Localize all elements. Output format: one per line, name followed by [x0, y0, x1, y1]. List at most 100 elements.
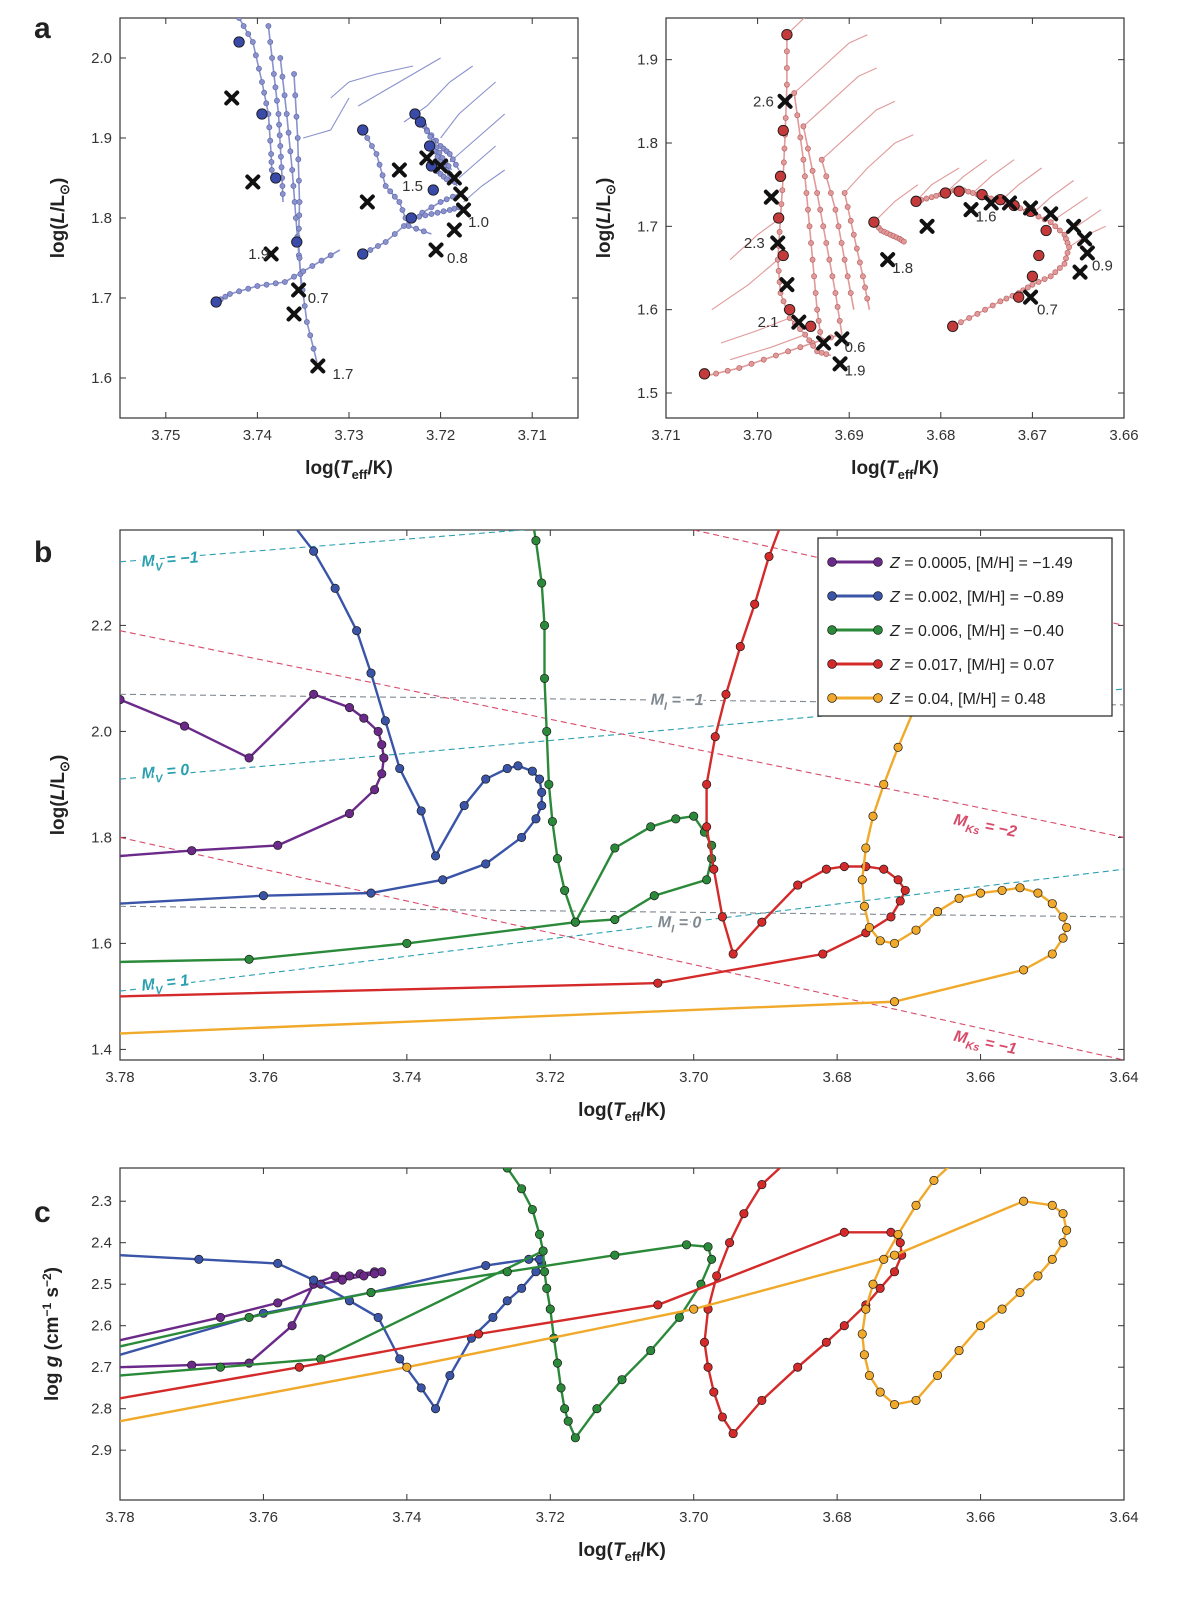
- legend-swatch-point: [873, 625, 883, 635]
- track-point: [829, 273, 836, 280]
- series-point: [954, 1346, 964, 1356]
- cross-marker: [263, 246, 279, 262]
- series-point: [517, 1184, 527, 1194]
- cross-marker: [763, 189, 779, 205]
- model-point: [774, 170, 787, 182]
- series-point: [725, 1238, 735, 1248]
- series-point: [547, 816, 557, 827]
- track-point: [287, 148, 294, 155]
- track-point: [446, 151, 453, 157]
- track-point: [780, 159, 787, 166]
- x-tick-label: 3.68: [926, 427, 955, 444]
- series-point: [244, 1312, 254, 1322]
- y-tick-label: 2.3: [91, 1193, 112, 1210]
- cross-stroke: [291, 282, 307, 298]
- cross-marker: [419, 150, 435, 166]
- track-point: [428, 204, 435, 211]
- track-point: [296, 177, 302, 184]
- series-point: [1058, 1238, 1068, 1248]
- x-tick-label: 3.74: [243, 427, 272, 444]
- cross-stroke: [224, 90, 240, 106]
- panel-label-c: c: [34, 1196, 51, 1229]
- plot-frame: [119, 1167, 1125, 1501]
- track-point: [278, 164, 285, 171]
- track-point: [422, 212, 429, 219]
- x-tick-label: 3.78: [105, 1509, 134, 1526]
- series-point: [879, 864, 889, 874]
- series-point: [997, 1304, 1007, 1314]
- track-point: [427, 133, 434, 140]
- cross-marker: [446, 170, 462, 186]
- x-tick-label: 3.70: [743, 427, 772, 444]
- x-axis-label: log(Teff/K): [578, 1540, 666, 1564]
- y-tick-label: 1.4: [91, 1041, 112, 1058]
- track-point: [818, 156, 825, 163]
- series-point: [552, 1358, 563, 1368]
- track-point: [256, 65, 262, 72]
- track-point: [779, 187, 786, 194]
- y-tick-label: 2.6: [91, 1318, 112, 1335]
- track-point: [806, 223, 813, 230]
- track-line: [843, 192, 871, 310]
- cross-marker: [777, 93, 793, 109]
- track-point: [434, 153, 441, 160]
- track-point: [266, 124, 273, 131]
- model-point: [698, 368, 711, 380]
- cross-marker: [963, 202, 979, 218]
- legend-swatch-point: [827, 557, 837, 567]
- series-point: [488, 1312, 498, 1322]
- track-point: [797, 326, 803, 333]
- series-point: [712, 1271, 722, 1281]
- track-point: [820, 223, 827, 230]
- x-tick-label: 3.69: [835, 427, 864, 444]
- thin-track-line: [440, 81, 496, 139]
- series-point: [793, 1362, 803, 1372]
- model-point: [256, 108, 268, 120]
- series-point: [911, 1395, 921, 1405]
- series-point: [537, 578, 547, 588]
- series-point: [379, 753, 389, 763]
- series-point: [976, 888, 986, 898]
- series-point: [1033, 888, 1043, 898]
- track-line: [820, 159, 855, 310]
- y-tick-label: 1.6: [637, 302, 658, 319]
- track-point: [1052, 269, 1059, 276]
- cross-stroke: [359, 194, 375, 210]
- track-point: [808, 240, 814, 246]
- series-point: [857, 875, 867, 885]
- series-point: [610, 914, 620, 925]
- y-tick-label: 2.7: [91, 1359, 112, 1376]
- series-point: [889, 938, 900, 948]
- series-point: [309, 546, 319, 556]
- track-point: [784, 65, 790, 71]
- x-tick-label: 3.74: [392, 1509, 421, 1526]
- track-point: [275, 111, 282, 117]
- model-point: [947, 320, 959, 332]
- cross-marker: [791, 314, 807, 330]
- series-point: [552, 854, 563, 864]
- series-point: [617, 1375, 627, 1385]
- series-point: [793, 880, 803, 890]
- series-point: [783, 505, 791, 513]
- cross-marker: [1043, 206, 1059, 222]
- model-point: [357, 248, 369, 260]
- series-point: [886, 912, 896, 922]
- series-point: [875, 1283, 885, 1293]
- series-point: [1019, 965, 1029, 975]
- x-tick-label: 3.73: [334, 427, 363, 444]
- track-point: [748, 360, 755, 367]
- thin-track-line: [786, 18, 805, 36]
- y-tick-label: 2.2: [91, 617, 112, 634]
- track-point: [274, 97, 280, 104]
- cross-stroke: [263, 246, 279, 262]
- series-point: [330, 583, 340, 593]
- y-tick-label: 2.4: [91, 1235, 112, 1252]
- series-point: [674, 1312, 684, 1322]
- cross-marker: [245, 174, 261, 190]
- track-point: [276, 121, 282, 128]
- track-point: [856, 259, 863, 266]
- legend-swatch-point: [873, 659, 883, 669]
- cross-stroke: [419, 150, 435, 166]
- x-tick-label: 3.72: [536, 1509, 565, 1526]
- series-point: [728, 949, 738, 959]
